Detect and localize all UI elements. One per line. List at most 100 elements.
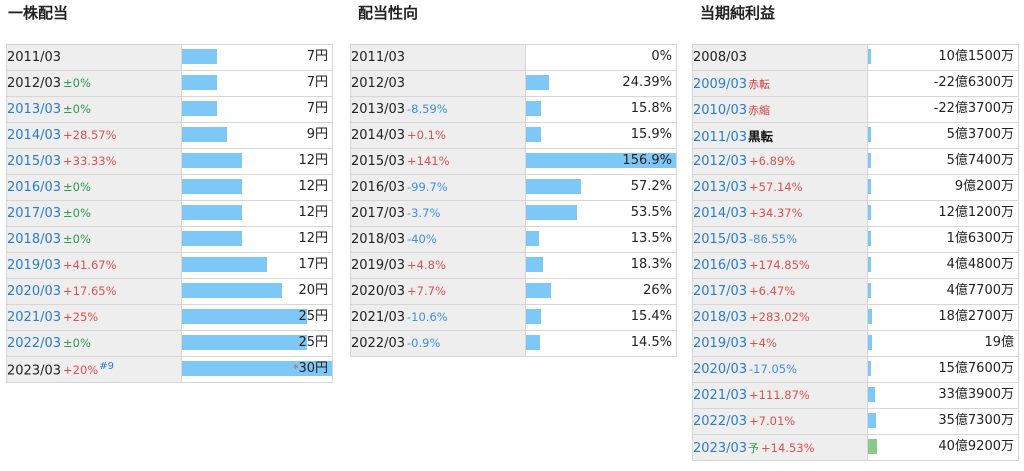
- year-label: 2011/03: [351, 50, 406, 65]
- table-row: 2018/03 ±0% 12円: [6, 226, 333, 253]
- year-label[interactable]: 2015/03: [7, 154, 62, 169]
- row-label: 2018/03 -40%: [350, 226, 526, 253]
- table-row: 2011/03 7円: [6, 44, 333, 71]
- value-text: 17円: [298, 257, 328, 273]
- value-text: 9億200万: [955, 179, 1014, 195]
- value-label: 15.8%: [630, 101, 672, 116]
- value-cell: 20円: [181, 278, 333, 305]
- value-label: 4億4800万: [946, 257, 1014, 272]
- value-cell: 15億7600万: [867, 356, 1019, 383]
- year-label[interactable]: 2017/03: [693, 284, 748, 299]
- table-row: 2018/03 +283.02% 18億2700万: [692, 304, 1019, 331]
- value-label: 57.2%: [630, 179, 672, 194]
- year-label[interactable]: 2019/03: [693, 336, 748, 351]
- change-percent: ±0%: [63, 180, 91, 194]
- row-label: 2018/03 +283.02%: [692, 304, 868, 331]
- value-text: 5億7400万: [947, 153, 1014, 169]
- value-text: 20円: [298, 283, 328, 299]
- year-label: 2013/03: [351, 102, 406, 117]
- row-label: 2019/03 +41.67%: [6, 252, 182, 279]
- year-label[interactable]: 2010/03: [693, 102, 748, 118]
- table-row: 2013/03 -8.59% 15.8%: [350, 96, 677, 123]
- value-label: 25円: [298, 335, 328, 350]
- year-label[interactable]: 2022/03: [693, 414, 748, 429]
- row-label: 2012/03 +6.89%: [692, 148, 868, 175]
- value-label: 7円: [306, 101, 328, 116]
- value-label: 33億3900万: [938, 387, 1014, 402]
- value-label: 5億3700万: [946, 127, 1014, 142]
- value-text: 18.3%: [631, 257, 672, 273]
- value-cell: 53.5%: [525, 200, 677, 227]
- value-label: -22億3700万: [933, 101, 1014, 116]
- row-label: 2012/03: [350, 70, 526, 97]
- year-label[interactable]: 2021/03: [7, 310, 62, 325]
- change-percent: +14.53%: [761, 440, 815, 455]
- year-label[interactable]: 2018/03: [693, 310, 748, 325]
- change-percent: +57.14%: [749, 180, 803, 194]
- value-text: 12円: [298, 231, 328, 247]
- year-label[interactable]: 2018/03: [7, 232, 62, 247]
- change-percent: +41.67%: [63, 258, 117, 272]
- year-label[interactable]: 2014/03: [7, 128, 62, 143]
- value-label: 15.9%: [630, 127, 672, 142]
- value-bar: [526, 127, 541, 142]
- value-bar: [182, 257, 267, 272]
- year-label[interactable]: 2013/03: [7, 102, 62, 117]
- year-label[interactable]: 2016/03: [7, 180, 62, 195]
- year-label[interactable]: 2021/03: [693, 388, 748, 403]
- value-cell: 10億1500万: [867, 44, 1019, 71]
- value-label: 12円: [298, 153, 328, 168]
- table-row: 2019/03 +4.8% 18.3%: [350, 252, 677, 279]
- year-label[interactable]: 2013/03: [693, 180, 748, 195]
- year-label[interactable]: 2015/03: [693, 232, 748, 247]
- year-label[interactable]: 2009/03: [693, 76, 748, 92]
- change-percent: -0.9%: [407, 336, 441, 350]
- year-label: 2023/03: [7, 363, 62, 379]
- value-text: 0%: [651, 49, 672, 65]
- value-bar: [182, 75, 217, 90]
- row-label: 2014/03 +0.1%: [350, 122, 526, 149]
- row-label: 2013/03 -8.59%: [350, 96, 526, 123]
- row-label: 2011/03黒転: [692, 122, 868, 149]
- footnote-link[interactable]: #9: [99, 360, 114, 372]
- table-row: 2021/03 +25% 25円: [6, 304, 333, 331]
- year-label[interactable]: 2016/03: [693, 258, 748, 273]
- year-label[interactable]: 2012/03: [693, 154, 748, 169]
- value-cell: 35億7300万: [867, 408, 1019, 435]
- year-label: 2014/03: [351, 128, 406, 143]
- table-row: 2020/03 +17.65% 20円: [6, 278, 333, 305]
- change-percent: +28.57%: [63, 128, 117, 142]
- year-label[interactable]: 2020/03: [693, 362, 748, 377]
- value-text: 7円: [307, 75, 328, 91]
- value-label: 4億7700万: [946, 283, 1014, 298]
- value-text: 53.5%: [631, 205, 672, 221]
- value-label: 9億200万: [954, 179, 1014, 194]
- value-label: 12円: [298, 179, 328, 194]
- value-text: 12円: [298, 153, 328, 169]
- value-cell: 9円: [181, 122, 333, 149]
- year-label[interactable]: 2020/03: [7, 284, 62, 299]
- row-label: 2022/03 ±0%: [6, 330, 182, 357]
- change-percent: +4%: [749, 336, 777, 350]
- year-label[interactable]: 2017/03: [7, 206, 62, 221]
- change-percent: ±0%: [63, 206, 91, 220]
- table-row: 2016/03 -99.7% 57.2%: [350, 174, 677, 201]
- year-label[interactable]: 2014/03: [693, 206, 748, 221]
- value-text: 24.39%: [622, 75, 672, 91]
- table-row: 2016/03 +174.85% 4億4800万: [692, 252, 1019, 279]
- value-cell: 12億1200万: [867, 200, 1019, 227]
- value-cell: 4億4800万: [867, 252, 1019, 279]
- year-label: 2021/03: [351, 310, 406, 325]
- row-label: 2017/03 +6.47%: [692, 278, 868, 305]
- year-label: 2018/03: [351, 232, 406, 247]
- table-row: 2021/03 +111.87% 33億3900万: [692, 382, 1019, 409]
- year-label[interactable]: 2022/03: [7, 336, 62, 351]
- value-text: 14.5%: [631, 335, 672, 351]
- table-row: 2015/03 +33.33% 12円: [6, 148, 333, 175]
- year-label[interactable]: 2011/03: [693, 130, 748, 145]
- value-cell: 17円: [181, 252, 333, 279]
- year-label[interactable]: 2023/03: [693, 440, 748, 456]
- value-cell: 15.4%: [525, 304, 677, 331]
- value-bar: [526, 179, 581, 194]
- year-label[interactable]: 2019/03: [7, 258, 62, 273]
